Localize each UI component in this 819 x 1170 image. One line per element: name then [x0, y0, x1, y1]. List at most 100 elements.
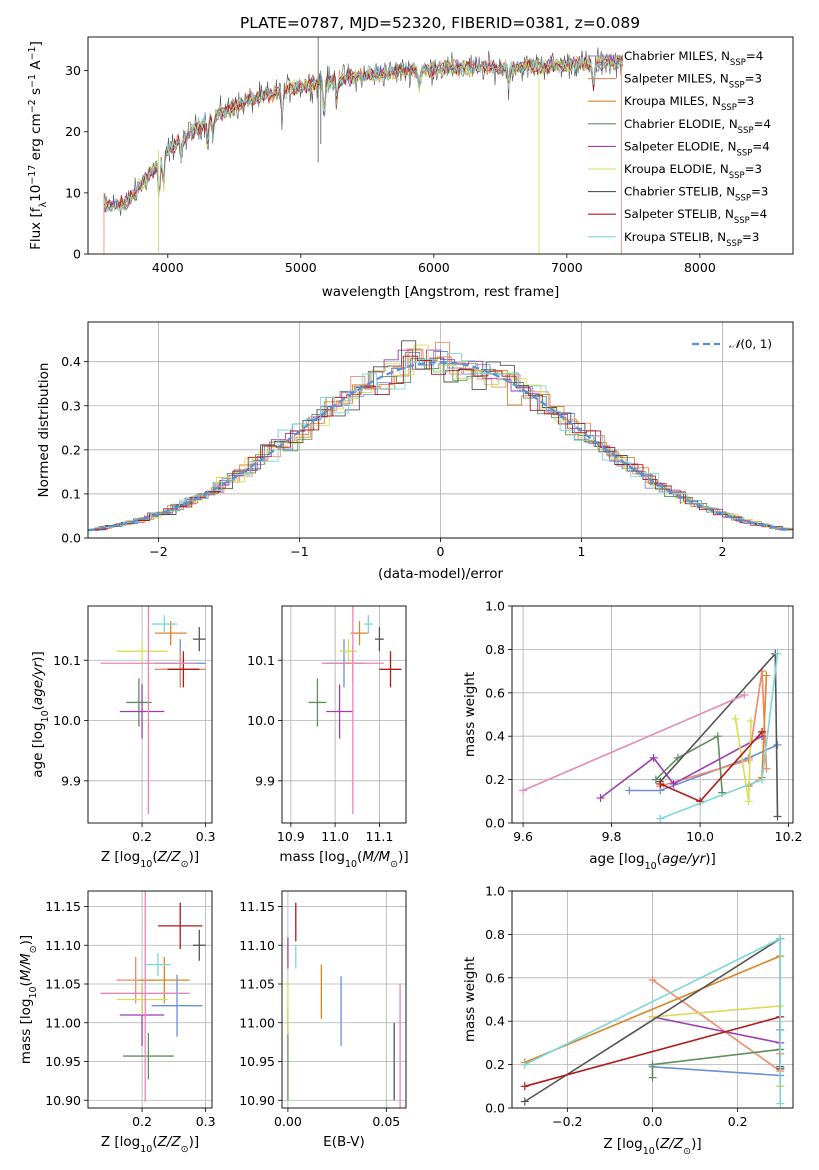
weight_vs_Z-ytick-label-2: 0.4 — [485, 1014, 505, 1029]
weight_vs_age-ytick-label-2: 0.4 — [485, 729, 505, 744]
weight_vs_Z-xtick-label-1: 0.0 — [643, 1114, 663, 1129]
weight_vs_age-xlabel: age [log10(age/yr)] — [589, 851, 715, 872]
gaussian-legend-label: 𝒩(0, 1) — [729, 337, 772, 351]
residuals-ytick-label-3: 0.3 — [61, 398, 81, 413]
residuals-xlabel: (data-model)/error — [378, 566, 504, 582]
weight_vs_Z-marker-7-0 — [520, 1082, 529, 1091]
weight_vs_age-xtick-label-3: 10.2 — [775, 829, 803, 844]
weight_vs_age-marker-4-0 — [596, 794, 605, 803]
weight_vs_age-marker-8-1 — [758, 775, 767, 784]
weight_vs_age-xtick-label-0: 9.6 — [513, 829, 533, 844]
weight_vs_age-lines — [519, 649, 782, 823]
legend-label-2: Kroupa MILES, NSSP=3 — [624, 94, 754, 113]
spectrum-ylabel: Flux [fλ10−17 erg cm−2 s−1 A−1] — [27, 41, 49, 250]
age_vs_mass-points — [308, 606, 402, 814]
age_vs_mass-xtick-label-2: 11.1 — [366, 829, 394, 844]
age_vs_Z-xlabel: Z [log10(Z/Z⊙)] — [101, 849, 199, 870]
weight_vs_age-marker-5-1 — [744, 797, 753, 806]
weight_vs_Z-xlabel: Z [log10(Z/Z⊙)] — [603, 1136, 701, 1157]
weight_vs_Z-frame — [511, 890, 794, 1109]
weight_vs_age-marker-0-0 — [625, 786, 634, 795]
age_vs_Z-ytick-label-2: 10.1 — [53, 653, 81, 668]
weight_vs_age-ylabel: mass weight — [462, 672, 478, 757]
weight_vs_age-ytick-label-1: 0.2 — [485, 772, 505, 787]
weight_vs_age-marker-5-2 — [746, 717, 755, 726]
age_vs_Z-point-5 — [116, 639, 168, 664]
age_vs_Z-points — [100, 606, 206, 814]
residuals-ylabel: Normed distribution — [36, 363, 52, 498]
mass_vs_Z-frame — [87, 890, 213, 1109]
legend-label-1: Salpeter MILES, NSSP=3 — [624, 72, 762, 91]
weight_vs_Z-series-0 — [652, 1029, 781, 1077]
weight_vs_Z-marker-8-1 — [776, 934, 785, 943]
mass_vs_ebv-xtick-label-1: 0.05 — [372, 1114, 400, 1129]
mass_vs_Z-ytick-label-1: 10.95 — [45, 1054, 81, 1069]
spectrum-series-1 — [103, 54, 623, 211]
mass_vs_Z-xtick-label-0: 0.2 — [132, 1114, 152, 1129]
weight_vs_age-marker-3-2 — [713, 732, 722, 741]
age_vs_Z-ylabel: age [log10(age/yr)] — [30, 651, 51, 777]
age_vs_Z-xtick-label-0: 0.2 — [132, 829, 152, 844]
mass_vs_ebv-ytick-label-4: 11.10 — [239, 938, 275, 953]
weight_vs_age-series-9 — [522, 694, 745, 792]
weight_vs_Z-marker-1-0 — [648, 975, 657, 984]
mass_vs_ebv-ytick-label-2: 11.00 — [239, 1015, 275, 1030]
age_vs_mass-frame — [281, 605, 407, 824]
weight_vs_age-series-3 — [655, 734, 723, 793]
weight_vs_age-marker-8-0 — [656, 814, 665, 823]
weight_vs_age-marker-7-0 — [656, 779, 665, 788]
age_vs_mass-point-7 — [379, 651, 402, 688]
age_vs_Z-frame — [87, 605, 213, 824]
weight_vs_age-marker-4-1 — [649, 753, 658, 762]
age_vs_mass-xtick-label-1: 11.0 — [321, 829, 349, 844]
age_vs_Z-point-9 — [100, 606, 197, 814]
figure-title: PLATE=0787, MJD=52320, FIBERID=0381, z=0… — [240, 14, 640, 32]
mass_vs_ebv-ytick-label-0: 10.90 — [239, 1093, 275, 1108]
legend-label-5: Kroupa ELODIE, NSSP=3 — [624, 162, 762, 181]
weight_vs_Z-series-3 — [651, 1048, 781, 1078]
weight_vs_Z-ytick-label-5: 1.0 — [485, 884, 505, 899]
age_vs_Z-point-3 — [126, 678, 152, 727]
mass_vs_ebv-ytick-label-3: 11.05 — [239, 977, 275, 992]
residuals-xtick-label-1: −1 — [290, 544, 308, 559]
weight_vs_Z-xtick-label-0: −0.2 — [552, 1114, 582, 1129]
legend-label-7: Salpeter STELIB, NSSP=4 — [624, 207, 767, 226]
mass_vs_ebv-frame — [281, 890, 407, 1109]
residuals-xtick-label-0: −2 — [149, 544, 167, 559]
weight_vs_age-series-4 — [600, 735, 763, 799]
weight_vs_age-ytick-label-4: 0.8 — [485, 642, 505, 657]
weight_vs_age-ytick-label-0: 0.0 — [485, 816, 505, 831]
spectrum-xtick-label-0: 4000 — [152, 260, 184, 275]
age_vs_mass-point-9 — [321, 606, 384, 814]
mass_vs_Z-xlabel: Z [log10(Z/Z⊙)] — [101, 1134, 199, 1155]
residual-histograms — [88, 340, 793, 532]
age_vs_Z-xtick-label-1: 0.3 — [196, 829, 216, 844]
age_vs_Z-point-2 — [154, 621, 187, 646]
age_vs_mass-axes: 10.9 11.0 11.1 9.9 10.0 10.1 — [247, 606, 406, 844]
spectrum-ytick-label-1: 10 — [65, 185, 81, 200]
age_vs_mass-point-2 — [350, 621, 369, 646]
age_vs_mass-point-3 — [308, 678, 327, 727]
age_vs_mass-xtick-label-0: 10.9 — [277, 829, 305, 844]
mass_vs_Z-point-7 — [157, 902, 203, 950]
mass_vs_Z-ytick-label-3: 11.05 — [45, 977, 81, 992]
mass_vs_ebv-ytick-label-1: 10.95 — [239, 1054, 275, 1069]
mass_vs_Z-point-8 — [145, 953, 171, 977]
mass_vs_ebv-axes: 0.00 0.05 10.90 10.95 11.00 11.05 11.10 11.15 — [239, 891, 406, 1129]
weight_vs_Z-lines — [520, 934, 785, 1108]
residuals-ytick-label-4: 0.4 — [61, 354, 81, 369]
weight_vs_age-marker-6-2 — [773, 812, 782, 821]
mass_vs_Z-points — [100, 891, 206, 1102]
legend-label-4: Salpeter ELODIE, NSSP=4 — [624, 139, 770, 158]
age_vs_mass-ytick-label-0: 9.9 — [255, 773, 275, 788]
spectrum-series-8 — [103, 55, 623, 213]
mass_vs_Z-point-5 — [116, 984, 168, 1015]
spectrum-axes: 4000 5000 6000 7000 8000 0 10 20 30 — [65, 63, 716, 275]
weight_vs_Z-marker-8-2 — [776, 1099, 785, 1108]
weight_vs_age-xtick-label-1: 9.8 — [602, 829, 622, 844]
weight_vs_Z-ylabel: mass weight — [462, 957, 478, 1042]
spectrum-lines — [103, 37, 624, 254]
weight_vs_age-marker-7-2 — [758, 727, 767, 736]
weight_vs_Z-ytick-label-1: 0.2 — [485, 1057, 505, 1072]
